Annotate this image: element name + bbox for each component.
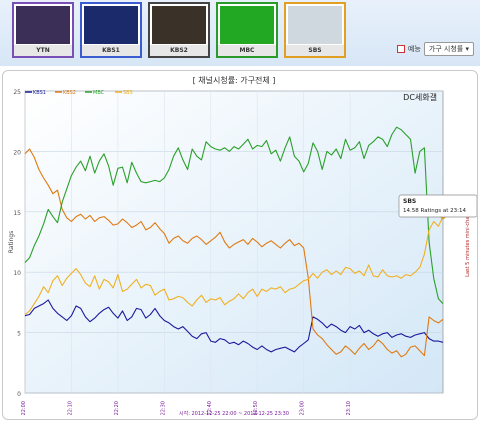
channel-tab-mbc[interactable]: MBC [216,2,278,58]
channel-tab-bar: YTN KBS1 KBS2 MBC SBS 예능 가구 시청률 ▾ [0,0,480,66]
x-tick-label: 22:50 [253,401,259,415]
channel-tab-label: SBS [286,45,344,56]
ratings-chart: 0 5 10 15 20 25 22:00 22:10 22:20 22:30 22:40 22:50… [8,75,478,417]
chart-title: [ 채널시청률: 가구전체 ] [193,75,276,85]
y-tick-label: 20 [13,149,21,156]
legend-label: KBS2 [63,90,76,96]
legend-label: KBS1 [33,90,46,96]
series-line-kbs1 [24,299,444,353]
audience-dropdown-value: 가구 시청률 [428,45,464,53]
series-line-kbs2 [24,148,444,358]
plot-area [24,90,444,394]
channel-tab-label: KBS2 [150,45,208,56]
y-tick-label: 5 [17,331,21,338]
x-tick-label: 22:10 [67,401,73,415]
tooltip-text: 14.58 Ratings at 23:14 [403,208,466,214]
chart-panel: 0 5 10 15 20 25 22:00 22:10 22:20 22:30 22:40 22:50… [2,70,478,420]
channel-tab-sbs[interactable]: SBS [284,2,346,58]
y-tick-label: 25 [13,89,21,96]
selector-small-label: 예능 [407,45,421,53]
channel-tab-ytn[interactable]: YTN [12,2,74,58]
channel-thumbnail [288,6,342,44]
channel-tab-label: KBS1 [82,45,140,56]
channel-thumbnail [16,6,70,44]
y-tick-label: 0 [17,391,21,398]
channel-thumbnail [220,6,274,44]
y-axis-label: Ratings [8,231,15,253]
channel-tab-kbs1[interactable]: KBS1 [80,2,142,58]
channel-thumbnail [84,6,138,44]
x-tick-label: 22:00 [21,401,27,415]
legend-label: MBC [93,90,105,96]
channel-tab-kbs2[interactable]: KBS2 [148,2,210,58]
watermark: DC세화갤 [403,92,437,102]
series-line-sbs [24,216,444,315]
audience-selector[interactable]: 예능 가구 시청률 ▾ [396,42,474,56]
x-tick-label: 22:30 [160,401,166,415]
x-tick-label: 23:10 [346,401,352,415]
channel-tab-label: MBC [218,45,276,56]
audience-dropdown[interactable]: 가구 시청률 ▾ [423,42,474,56]
y-tick-label: 10 [13,270,21,277]
channel-thumbnail [152,6,206,44]
series-line-mbc [24,126,444,304]
x-tick-label: 23:00 [300,401,306,415]
legend-label: SBS [123,90,133,96]
x-tick-label: 22:40 [207,401,213,415]
right-axis-label: Last 5 minutes mini-change [465,207,471,277]
x-axis-label: 시각: 2012-12-25 22:00 ~ 2012-12-25 23:30 [179,410,289,417]
x-tick-label: 22:20 [114,401,120,415]
channel-tab-label: YTN [14,45,72,56]
checkbox-icon[interactable] [396,45,405,53]
y-tick-label: 15 [13,210,21,217]
tooltip-title: SBS [403,198,416,205]
